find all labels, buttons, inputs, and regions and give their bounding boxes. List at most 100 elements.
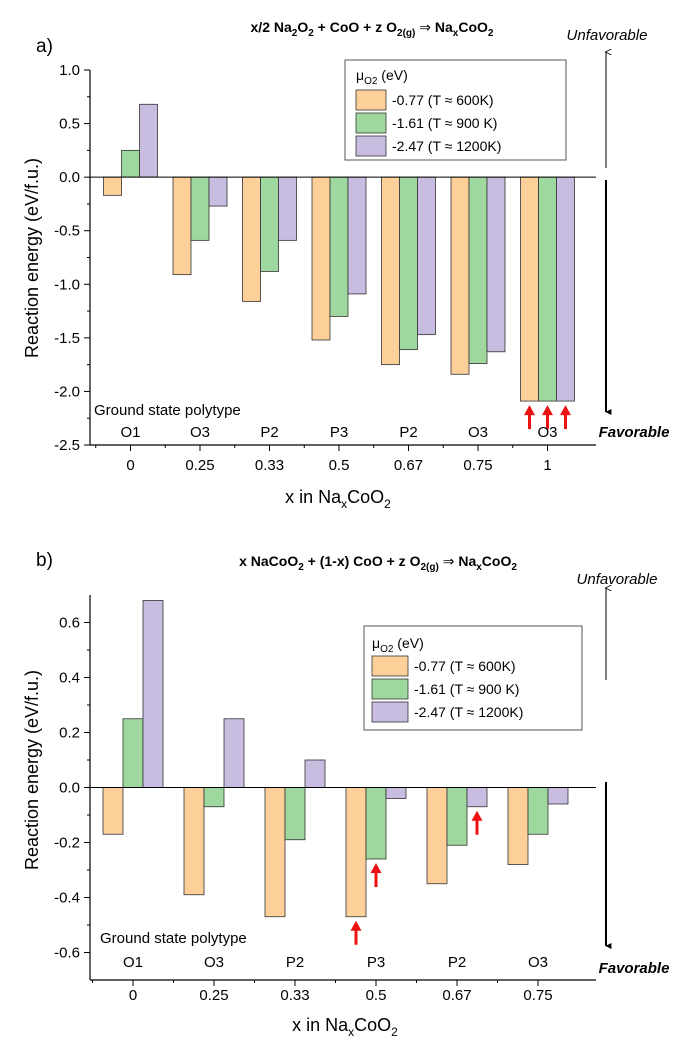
panel-b-polytype-label: P2 bbox=[286, 954, 304, 971]
panel-b-legend-entry: -1.61 (T ≈ 900 K) bbox=[414, 681, 519, 697]
panel-a-y-tick-label: -1.0 bbox=[54, 276, 80, 293]
panel-a-legend-entry: -0.77 (T ≈ 600K) bbox=[392, 92, 494, 108]
panel-a-polytype-heading: Ground state polytype bbox=[94, 402, 241, 419]
panel-a-x-tick-label: 1 bbox=[543, 457, 551, 474]
panel-a-bar bbox=[347, 176, 367, 295]
panel-b-bar bbox=[426, 787, 448, 885]
panel-b-polytype-label: O1 bbox=[123, 954, 143, 971]
panel-a-legend-title: μO2 (eV) bbox=[356, 67, 408, 87]
panel-a-polytype-label: O3 bbox=[190, 424, 210, 441]
panel-a-legend: μO2 (eV) -0.77 (T ≈ 600K) -1.61 (T ≈ 900 … bbox=[344, 59, 567, 161]
panel-a-polytype-label: O3 bbox=[468, 424, 488, 441]
panel-b-x-tick-label: 0.25 bbox=[199, 987, 228, 1004]
panel-b-bar bbox=[304, 759, 326, 788]
panel-a-bar bbox=[520, 176, 539, 402]
panel-b-x-tick-label: 0.5 bbox=[366, 987, 387, 1004]
panel-a-x-axis-label: x in NaxCoO2 bbox=[285, 487, 391, 511]
panel-b-y-axis-label: Reaction energy (eV/f.u.) bbox=[22, 670, 42, 870]
panel-a-bar bbox=[329, 176, 349, 317]
panel-a-y-tick-label: -1.5 bbox=[54, 330, 80, 347]
panel-b-red-arrow bbox=[370, 863, 382, 887]
panel-b-x-tick-label: 0.67 bbox=[442, 987, 471, 1004]
panel-a-x-tick-label: 0.75 bbox=[463, 457, 492, 474]
panel-a-bar bbox=[468, 176, 488, 364]
panel-b-legend-swatch bbox=[371, 678, 409, 700]
panel-a-red-arrow bbox=[542, 405, 553, 430]
panel-b-y-tick-label: 0.0 bbox=[59, 780, 80, 797]
panel-b-bar bbox=[183, 787, 205, 896]
panel-a-bar bbox=[381, 176, 400, 366]
panel-a-bar bbox=[260, 176, 279, 272]
panel-b-title: x NaCoO2 + (1-x) CoO + z O2(g) ⇒ NaxCoO2 bbox=[239, 553, 517, 573]
panel-b-bar bbox=[547, 787, 569, 805]
panel-a-axes: 1.0 0.5 0.0 -0.5 -1.0 -1.5 -2.0 -2.5 0 O1 0.25 O3 0.… bbox=[54, 62, 596, 474]
panel-b-x-tick-label: 0 bbox=[129, 987, 137, 1004]
panel-a-red-arrow bbox=[524, 405, 535, 430]
panel-a-bar bbox=[311, 176, 331, 341]
panel-b-x-tick-label: 0.33 bbox=[280, 987, 309, 1004]
panel-b-polytype-label: O3 bbox=[528, 954, 548, 971]
panel-a-y-tick-label: -2.5 bbox=[54, 437, 80, 454]
panel-b-y-tick-label: 0.4 bbox=[59, 670, 80, 687]
panel-b-bar bbox=[446, 787, 468, 846]
panel-b-bar bbox=[142, 600, 164, 788]
panel-a-polytype-label: P2 bbox=[260, 424, 278, 441]
panel-b-y-tick-label: 0.6 bbox=[59, 615, 80, 632]
panel-a-bar bbox=[417, 176, 436, 336]
panel-a-bar bbox=[190, 176, 210, 241]
panel-b-polytype-label: P2 bbox=[448, 954, 466, 971]
panel-b-legend-entry: -0.77 (T ≈ 600K) bbox=[414, 658, 516, 674]
panel-a-x-tick-label: 0.25 bbox=[185, 457, 214, 474]
panel-b-legend-swatch bbox=[371, 655, 409, 677]
panel-b-bar bbox=[345, 787, 367, 918]
panel-b-polytype-label: O3 bbox=[204, 954, 224, 971]
panel-a-bar bbox=[172, 176, 192, 276]
panel-b-bar bbox=[223, 718, 245, 788]
panel-b-bar bbox=[102, 787, 124, 835]
panel-a-bar bbox=[556, 176, 575, 402]
panel-b-red-arrow bbox=[350, 920, 362, 945]
panel-a-bar bbox=[399, 176, 418, 351]
panel-a-bars bbox=[103, 103, 575, 430]
panel-b-favorable-label: Favorable bbox=[599, 960, 670, 977]
panel-b-y-tick-label: -0.6 bbox=[54, 945, 80, 962]
panel-a-polytype-label: P2 bbox=[399, 424, 417, 441]
panel-a-bar bbox=[242, 176, 261, 302]
panel-a-bar bbox=[450, 176, 470, 375]
panel-b-unfavorable-label: Unfavorable bbox=[577, 571, 658, 588]
panel-b-axes: 0.6 0.4 0.2 0.0 -0.2 -0.4 -0.6 0 O1 0.25 O3 0.33 P2 0… bbox=[54, 595, 596, 1004]
panel-b-bar bbox=[385, 787, 407, 799]
panel-b-bar bbox=[203, 787, 225, 808]
panel-a-y-tick-label: 0.0 bbox=[59, 169, 80, 186]
panel-b-x-tick-label: 0.75 bbox=[523, 987, 552, 1004]
panel-b-legend-swatch bbox=[371, 701, 409, 723]
panel-b-y-tick-label: 0.2 bbox=[59, 725, 80, 742]
panel-a-legend-swatch bbox=[355, 135, 387, 157]
panel-a-bar bbox=[486, 176, 506, 353]
panel-b-bar bbox=[466, 787, 488, 808]
panel-b-red-arrow bbox=[471, 810, 483, 835]
panel-a-bar bbox=[103, 176, 122, 196]
panel-a-favorable-label: Favorable bbox=[599, 424, 670, 441]
panel-a-x-tick-label: 0.33 bbox=[255, 457, 284, 474]
panel-b-bar bbox=[122, 718, 144, 788]
panel-b-polytype-label: P3 bbox=[367, 954, 385, 971]
panel-b-legend-entry: -2.47 (T ≈ 1200K) bbox=[414, 704, 523, 720]
panel-a-x-tick-label: 0.67 bbox=[394, 457, 423, 474]
panel-b-y-tick-label: -0.4 bbox=[54, 890, 80, 907]
panel-a-bar bbox=[121, 149, 140, 178]
panel-a-y-axis-label: Reaction energy (eV/f.u.) bbox=[22, 158, 42, 358]
panel-b-bar bbox=[284, 787, 306, 841]
panel-a-bar bbox=[139, 103, 158, 178]
panel-a-red-arrow bbox=[560, 405, 571, 430]
panel-a-y-tick-label: 1.0 bbox=[59, 62, 80, 79]
panel-b-polytype-heading: Ground state polytype bbox=[100, 930, 247, 947]
panel-a-bar bbox=[538, 176, 557, 402]
panel-a-legend-entry: -1.61 (T ≈ 900 K) bbox=[392, 115, 497, 131]
panel-a-bar bbox=[208, 176, 228, 207]
panel-a-legend-swatch bbox=[355, 89, 387, 111]
panel-b-bar bbox=[507, 787, 529, 865]
panel-a-x-tick-label: 0 bbox=[126, 457, 134, 474]
panel-b-x-axis-label: x in NaxCoO2 bbox=[292, 1015, 398, 1039]
panel-a-legend-entry: -2.47 (T ≈ 1200K) bbox=[392, 138, 501, 154]
